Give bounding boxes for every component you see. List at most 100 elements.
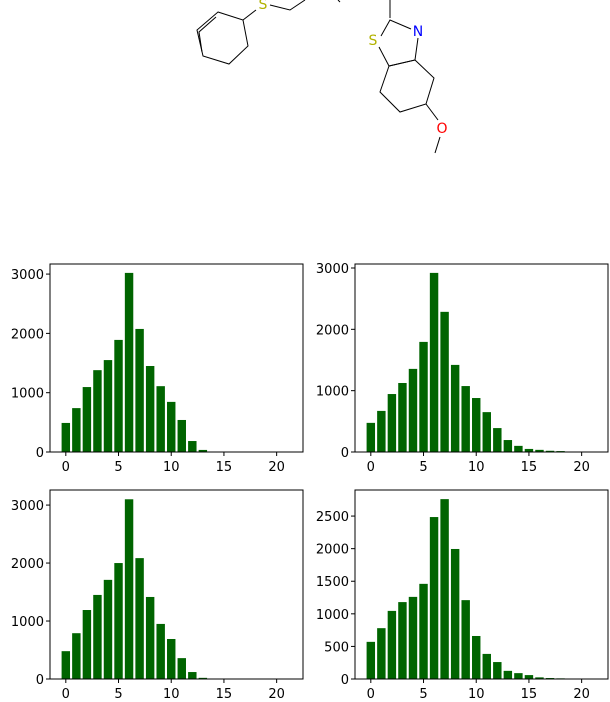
bar — [82, 387, 92, 452]
bar — [408, 596, 418, 679]
bar — [472, 635, 481, 679]
x-tick-label: 10 — [468, 687, 485, 702]
y-tick-label: 3000 — [11, 268, 44, 283]
bar — [145, 596, 155, 679]
bar — [440, 311, 449, 452]
bar — [503, 670, 513, 679]
x-tick-label: 10 — [468, 460, 485, 475]
x-tick-label: 10 — [163, 687, 180, 702]
y-tick-label: 1000 — [316, 385, 349, 400]
bar — [514, 673, 523, 679]
bar — [167, 638, 176, 679]
y-tick-label: 0 — [341, 446, 349, 461]
bar — [419, 341, 428, 452]
bar — [450, 364, 460, 452]
bar — [535, 677, 544, 679]
plot-frame — [354, 489, 609, 680]
bar — [366, 641, 376, 679]
bar — [124, 499, 134, 679]
bar — [387, 610, 397, 679]
bar — [524, 675, 534, 679]
y-tick-label: 1000 — [11, 387, 44, 402]
bar — [188, 672, 197, 679]
y-tick-label: 2000 — [11, 557, 44, 572]
bar — [114, 339, 123, 452]
bar — [450, 548, 460, 679]
bar — [461, 600, 470, 679]
y-tick-label: 1500 — [316, 575, 349, 590]
bar — [188, 441, 197, 452]
bar — [156, 386, 165, 452]
y-tick-label: 1000 — [316, 608, 349, 623]
bar — [482, 412, 491, 452]
bar — [167, 401, 176, 452]
bar — [493, 662, 502, 679]
x-tick-label: 15 — [521, 460, 538, 475]
y-tick-label: 500 — [324, 640, 349, 655]
y-tick-label: 2500 — [316, 510, 349, 525]
bar — [524, 448, 534, 452]
bar — [72, 633, 81, 679]
plot-frame — [49, 489, 304, 680]
atom-label: S — [369, 33, 378, 49]
thiazole — [378, 37, 419, 67]
bar — [514, 445, 523, 452]
bar — [493, 428, 502, 452]
bar — [103, 360, 113, 452]
bar — [82, 610, 92, 679]
bar — [61, 651, 71, 679]
x-tick-label: 20 — [573, 460, 590, 475]
y-tick-label: 2000 — [11, 327, 44, 342]
x-tick-label: 5 — [419, 687, 427, 702]
bar — [398, 382, 407, 452]
bar — [387, 394, 397, 452]
bar — [377, 628, 386, 679]
bar — [366, 422, 376, 452]
y-tick-label: 0 — [36, 446, 44, 461]
y-tick-label: 2000 — [316, 543, 349, 558]
bar — [429, 272, 439, 452]
bar — [377, 410, 386, 452]
x-tick-label: 20 — [268, 687, 285, 702]
x-tick-label: 20 — [268, 460, 285, 475]
y-tick-label: 1000 — [11, 615, 44, 630]
bar — [503, 440, 513, 452]
x-tick-label: 5 — [114, 460, 122, 475]
x-tick-label: 5 — [114, 687, 122, 702]
bar — [135, 558, 144, 679]
bar — [124, 272, 134, 452]
phenyl-ring — [196, 11, 249, 65]
y-tick-label: 3000 — [11, 499, 44, 514]
bar — [177, 658, 186, 679]
chain — [269, 0, 306, 11]
atom-label: O — [436, 121, 447, 137]
plot-frame — [49, 263, 304, 453]
x-tick-label: 5 — [419, 460, 427, 475]
bar — [135, 328, 144, 452]
y-tick-label: 0 — [341, 673, 349, 688]
x-tick-label: 0 — [62, 460, 70, 475]
bond — [337, 0, 341, 3]
bar — [72, 408, 81, 452]
y-tick-label: 2000 — [316, 323, 349, 338]
bar — [535, 449, 544, 452]
bar — [93, 594, 102, 679]
bar — [145, 366, 155, 452]
benzo-ring — [379, 59, 435, 113]
bond — [242, 9, 257, 21]
bond — [434, 136, 441, 154]
bar — [156, 623, 165, 679]
atom-label: N — [413, 24, 423, 40]
bar — [461, 386, 470, 452]
molecule — [196, 0, 441, 154]
atom-label: S — [259, 0, 268, 13]
bar — [472, 398, 481, 452]
bar — [103, 579, 113, 679]
x-tick-label: 20 — [573, 687, 590, 702]
bar — [114, 563, 123, 679]
bar — [408, 368, 418, 452]
x-tick-label: 15 — [216, 460, 233, 475]
ring-double-bonds — [198, 16, 217, 53]
